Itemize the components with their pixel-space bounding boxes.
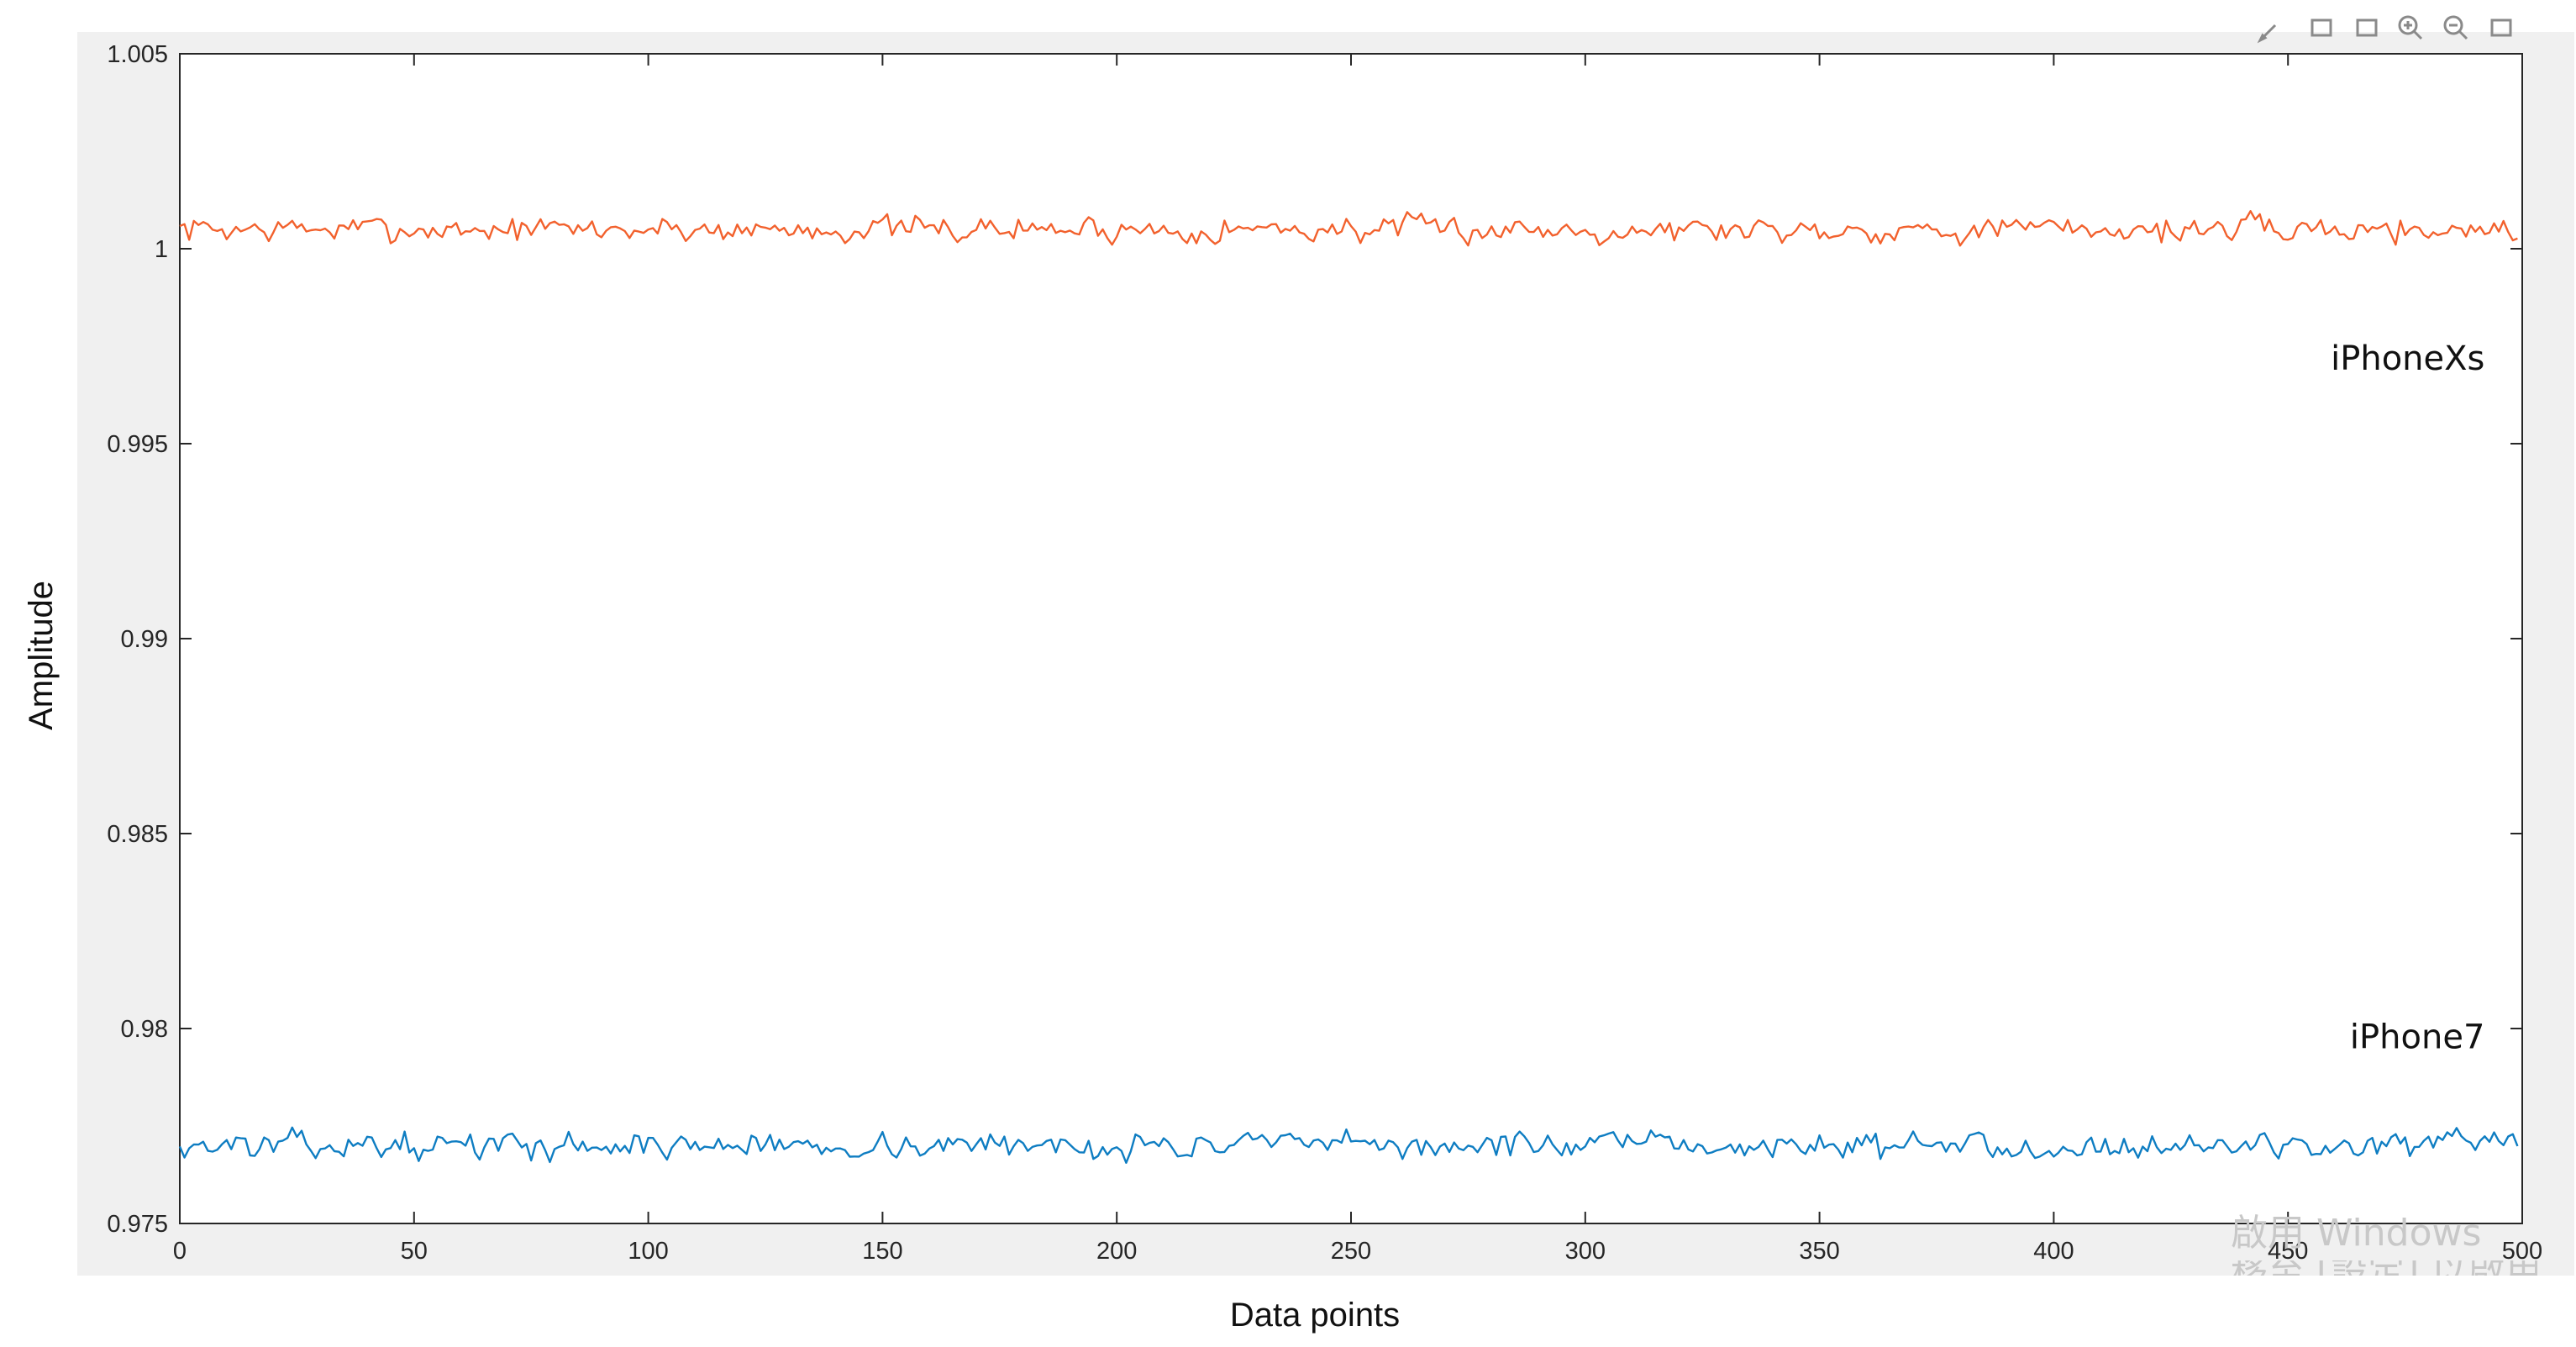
brush-icon[interactable]	[2257, 24, 2277, 44]
x-tick-label: 350	[1799, 1238, 1839, 1265]
y-tick-label: 1.005	[107, 41, 168, 68]
y-tick-label: 0.99	[121, 626, 168, 653]
y-tick-label: 0.975	[107, 1211, 168, 1238]
zoom-out-icon[interactable]	[2443, 15, 2468, 40]
y-tick-label: 1	[155, 236, 168, 263]
zoom-in-icon[interactable]	[2398, 15, 2423, 40]
y-tick-label: 0.98	[121, 1016, 168, 1043]
x-axis-label: Data points	[1230, 1297, 1400, 1334]
x-tick-label: 450	[2268, 1238, 2308, 1265]
x-tick-label: 300	[1565, 1238, 1606, 1265]
x-tick-label: 150	[862, 1238, 902, 1265]
window-icon[interactable]	[2311, 18, 2332, 37]
series-line-iphonexs	[179, 210, 2518, 247]
series-annotation-iphone7: iPhone7	[2350, 1018, 2484, 1056]
series-line-iphone7	[178, 1126, 2519, 1164]
window-icon[interactable]	[2356, 18, 2378, 37]
figure-toolbar[interactable]	[2257, 15, 2512, 44]
series-group	[178, 210, 2519, 1164]
x-tick-label: 200	[1096, 1238, 1137, 1265]
x-tick-label: 50	[401, 1238, 428, 1265]
x-tick-label: 250	[1331, 1238, 1371, 1265]
plot-area	[179, 53, 2523, 1224]
watermark-line1: 啟用 Windows	[2231, 1212, 2481, 1255]
watermark-line2: 移至 [設定] 以啟用 Windows	[2231, 1250, 2576, 1293]
y-axis-label: Amplitude	[23, 581, 60, 730]
x-tick-label: 500	[2502, 1238, 2542, 1265]
x-tick-label: 400	[2033, 1238, 2074, 1265]
ticks	[179, 53, 2523, 1224]
tick-labels: 0 50 100 150 200 250 300 350 400 450 500 0.975 0.98 0…	[107, 41, 2542, 1265]
series-annotation-iphonexs: iPhoneXs	[2331, 339, 2484, 378]
window-icon[interactable]	[2490, 18, 2512, 37]
y-tick-label: 0.985	[107, 821, 168, 848]
y-tick-label: 0.995	[107, 431, 168, 458]
x-tick-label: 0	[173, 1238, 187, 1265]
x-tick-label: 100	[628, 1238, 668, 1265]
